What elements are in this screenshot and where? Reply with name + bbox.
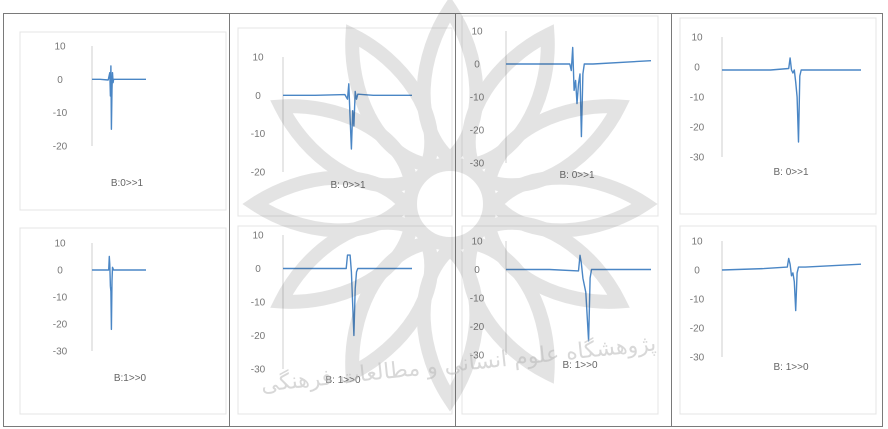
panel-title: B: 0>>1: [559, 170, 594, 181]
y-tick-label: -20: [690, 324, 705, 335]
y-tick-label: -10: [251, 129, 266, 140]
column-divider: [455, 13, 456, 427]
y-tick-label: -10: [53, 293, 68, 304]
y-tick-label: -30: [251, 365, 266, 376]
chart-panel: [19, 227, 227, 415]
watermark-petal: [461, 24, 555, 174]
y-tick-label: 0: [474, 265, 480, 276]
y-tick-label: -30: [470, 159, 485, 170]
y-tick-label: -30: [690, 153, 705, 164]
y-tick-label: -30: [470, 351, 485, 362]
watermark-petal: [485, 170, 658, 238]
y-tick-label: 0: [255, 91, 261, 102]
y-tick-label: -10: [251, 298, 266, 309]
y-tick-label: 0: [474, 60, 480, 71]
watermark-petal: [345, 234, 439, 384]
y-tick-label: 0: [255, 264, 261, 275]
y-tick-label: -20: [470, 126, 485, 137]
y-tick-label: 10: [54, 42, 66, 53]
y-tick-label: 0: [694, 266, 700, 277]
y-tick-label: -10: [53, 108, 68, 119]
column-divider: [229, 13, 230, 427]
watermark-petal: [480, 215, 630, 309]
y-tick-label: 10: [471, 27, 483, 38]
panel-title: B: 0>>1: [330, 180, 365, 191]
watermark-petal: [480, 99, 630, 193]
watermark-petal: [416, 0, 484, 169]
y-tick-label: 0: [694, 63, 700, 74]
series-line: [722, 57, 861, 143]
panel-title: B: 1>>0: [562, 360, 597, 371]
y-tick-label: 10: [691, 237, 703, 248]
chart-panel: [237, 27, 453, 217]
panel-title: B:0>>1: [111, 178, 144, 189]
series-line: [92, 255, 146, 331]
watermark-petal: [270, 99, 420, 193]
figure-border: [3, 13, 883, 427]
panel-title: B: 1>>0: [325, 375, 360, 386]
watermark-petal: [242, 170, 415, 238]
watermark-emblem: [242, 0, 658, 412]
panel-title: B: 1>>0: [773, 362, 808, 373]
y-tick-label: 10: [691, 33, 703, 44]
y-tick-label: -20: [251, 331, 266, 342]
chart-panel: [461, 225, 659, 415]
y-tick-label: -20: [470, 322, 485, 333]
series-line: [283, 254, 412, 337]
y-tick-label: -20: [690, 123, 705, 134]
y-tick-label: 10: [54, 239, 66, 250]
watermark-petal: [345, 24, 439, 174]
y-tick-label: 0: [57, 75, 63, 86]
watermark-petal: [416, 239, 484, 412]
y-tick-label: -20: [53, 142, 68, 153]
y-tick-label: 0: [57, 266, 63, 277]
chart-panel: [679, 225, 877, 415]
column-divider: [671, 13, 672, 427]
chart-panel: [19, 31, 227, 211]
y-tick-label: 10: [252, 231, 264, 242]
y-tick-label: -10: [470, 294, 485, 305]
series-line: [506, 46, 652, 138]
chart-panel: [679, 17, 877, 215]
series-line: [283, 83, 412, 150]
panel-title: B: 0>>1: [773, 167, 808, 178]
y-tick-label: -30: [53, 347, 68, 358]
watermark-petal: [270, 215, 420, 309]
y-tick-label: -20: [251, 168, 266, 179]
series-line: [721, 257, 862, 312]
y-tick-label: -20: [53, 320, 68, 331]
y-tick-label: 10: [471, 237, 483, 248]
series-line: [92, 65, 146, 130]
y-tick-label: -10: [690, 295, 705, 306]
y-tick-label: -10: [470, 93, 485, 104]
y-tick-label: -30: [690, 353, 705, 364]
panel-title: B:1>>0: [114, 373, 147, 384]
y-tick-label: -10: [690, 93, 705, 104]
chart-panel: [461, 15, 659, 217]
y-tick-label: 10: [252, 53, 264, 64]
series-line: [506, 254, 651, 342]
watermark-petal: [461, 234, 555, 384]
chart-panel: [237, 225, 453, 415]
